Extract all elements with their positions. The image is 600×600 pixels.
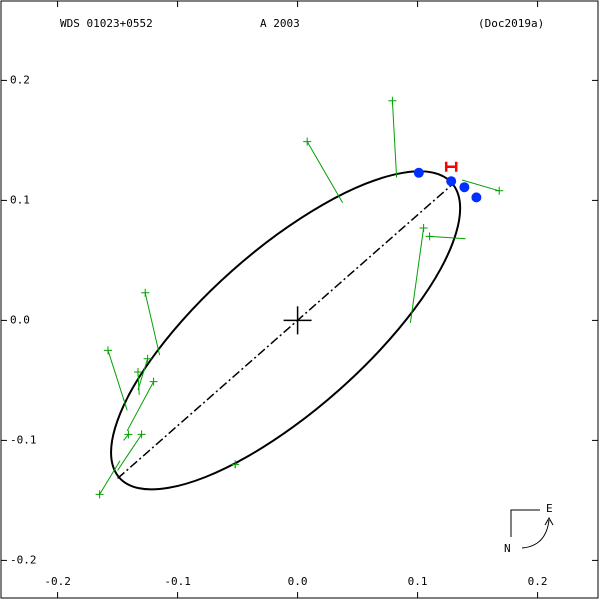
observation: [419, 224, 428, 232]
observation: [425, 232, 434, 241]
compass-arrow: [521, 516, 554, 549]
measure-point: [459, 182, 470, 193]
residual-line: [409, 227, 425, 323]
observation: [495, 186, 504, 195]
source-label: (Doc2019a): [478, 17, 544, 30]
observation: [388, 96, 397, 105]
chart-subtitle: A 2003: [260, 17, 300, 30]
residual-line: [391, 100, 398, 178]
residual-line: [99, 460, 121, 495]
compass-axes: [510, 509, 540, 537]
compass-north: N: [504, 542, 511, 555]
y-tick-label: 0.1: [10, 193, 30, 206]
residual-line: [306, 141, 344, 204]
observation: [149, 377, 158, 386]
residual-line: [144, 292, 161, 356]
residual-line: [107, 350, 128, 411]
observation: [137, 430, 146, 439]
measure-point: [413, 167, 424, 178]
primary-star: [283, 306, 312, 335]
x-tick-label: 0.2: [528, 575, 548, 588]
residual-line: [429, 235, 466, 240]
x-tick-label: -0.2: [44, 575, 71, 588]
x-tick-label: 0.0: [288, 575, 308, 588]
residual-line: [461, 179, 500, 192]
observation: [124, 430, 133, 439]
y-tick-label: -0.2: [10, 553, 37, 566]
residual-line: [137, 358, 149, 391]
observation: [143, 354, 152, 363]
measure-point: [471, 192, 482, 203]
y-tick-label: 0.0: [10, 313, 30, 326]
measure-point: [446, 176, 457, 187]
chart-title: WDS 01023+0552: [60, 17, 153, 30]
residual-line: [123, 434, 129, 441]
observation: [303, 137, 312, 146]
observation: [141, 288, 150, 297]
residual-line: [126, 381, 155, 432]
highlight-marker: [444, 161, 458, 172]
x-tick-label: 0.1: [408, 575, 428, 588]
y-tick-label: -0.1: [10, 433, 37, 446]
compass: E N: [504, 502, 554, 555]
observation: [134, 368, 142, 376]
line-of-apsides: [117, 184, 452, 480]
y-tick-label: 0.2: [10, 73, 30, 86]
compass-east: E: [546, 502, 553, 515]
observation: [104, 346, 112, 355]
observation: [95, 490, 104, 499]
observation: [231, 460, 240, 469]
x-tick-label: -0.1: [164, 575, 191, 588]
residual-line: [117, 434, 143, 471]
